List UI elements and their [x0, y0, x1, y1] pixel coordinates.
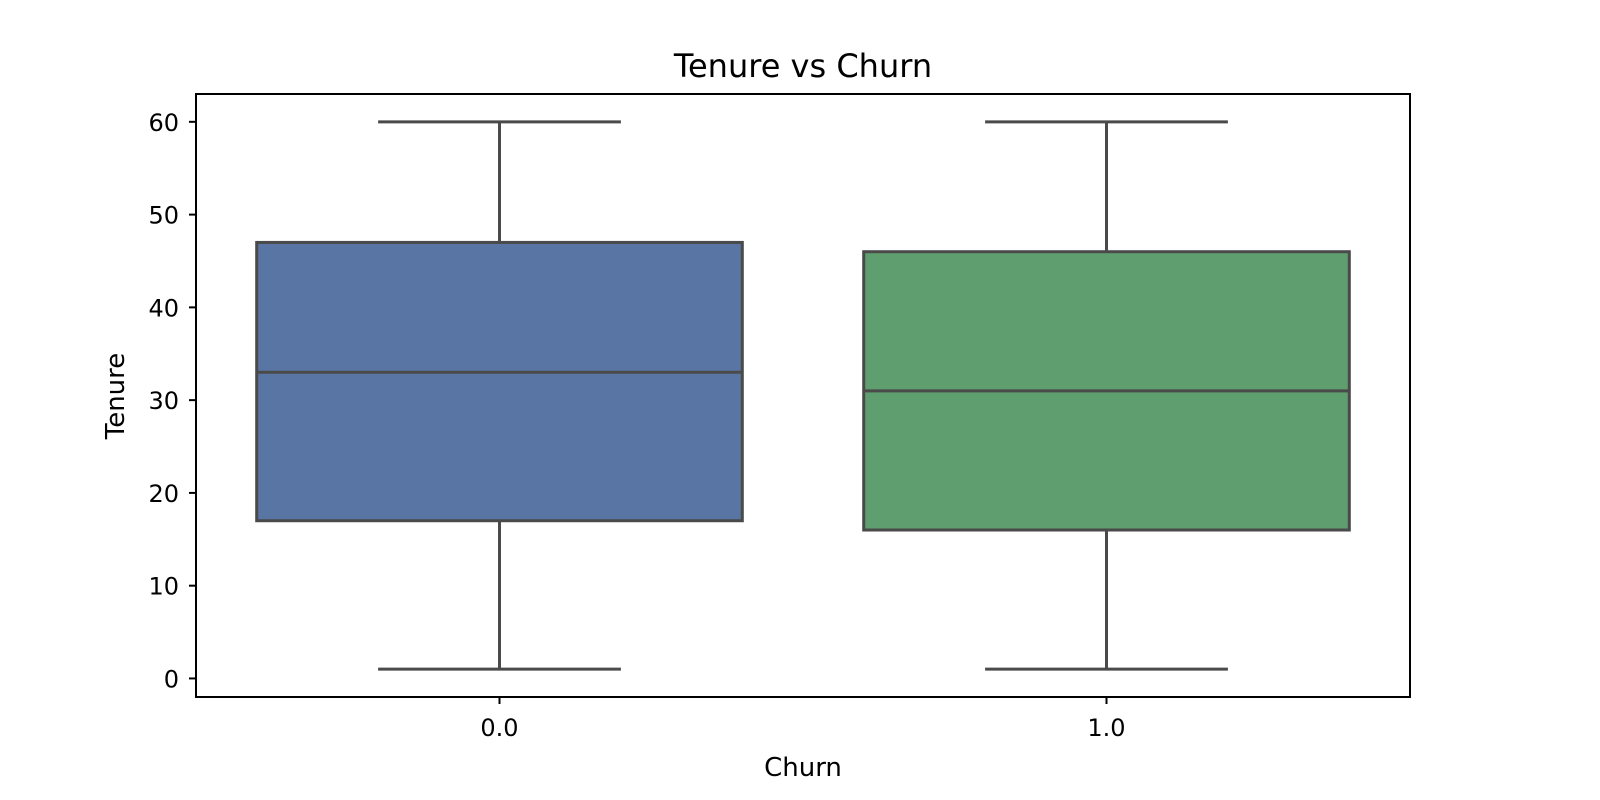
plot-frame [195, 93, 1411, 698]
chart-title: Tenure vs Churn [673, 47, 932, 85]
x-axis-label: Churn [764, 753, 842, 783]
plot-area [255, 120, 1351, 671]
y-tick-label: 30 [148, 387, 179, 415]
y-axis: 0 10 20 30 40 50 60 [148, 109, 196, 693]
y-tick-label: 60 [148, 109, 179, 137]
y-tick-label: 20 [148, 480, 179, 508]
box-2 [862, 120, 1351, 671]
iqr-box [255, 240, 744, 523]
x-axis: 0.0 1.0 [480, 697, 1126, 742]
y-tick-label: 0 [164, 665, 179, 693]
y-axis-label: Tenure [101, 353, 131, 441]
y-tick-label: 10 [148, 573, 179, 601]
x-tick-label: 1.0 [1087, 714, 1125, 742]
y-tick-label: 50 [148, 202, 179, 230]
x-tick-label: 0.0 [480, 714, 518, 742]
box-1 [255, 120, 744, 671]
y-tick-label: 40 [148, 294, 179, 322]
